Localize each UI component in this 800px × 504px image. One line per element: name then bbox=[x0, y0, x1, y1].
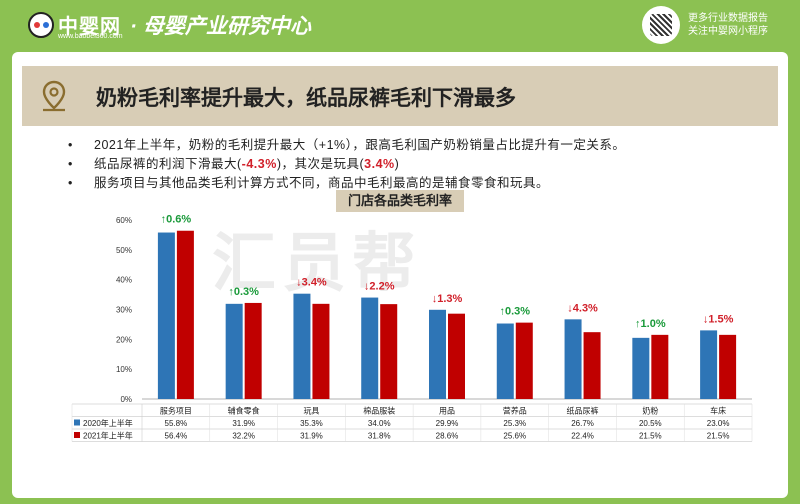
data-label: 29.9% bbox=[436, 419, 459, 428]
qr-code-icon bbox=[642, 6, 680, 44]
category-label: 用品 bbox=[439, 407, 455, 416]
bar-2020 bbox=[157, 232, 175, 399]
bar-2021 bbox=[719, 334, 737, 399]
y-tick-label: 40% bbox=[116, 276, 132, 285]
highlight-value: 3.4% bbox=[364, 157, 395, 171]
y-tick-label: 30% bbox=[116, 306, 132, 315]
legend-label: 2020年上半年 bbox=[83, 418, 133, 428]
bullet-list: 2021年上半年，奶粉的毛利提升最大（+1%），跟高毛利国产奶粉销量占比提升有一… bbox=[48, 136, 768, 193]
legend-swatch bbox=[74, 432, 80, 438]
category-label: 棉品服装 bbox=[363, 406, 395, 416]
data-label: 31.8% bbox=[368, 432, 391, 441]
logo-url: www.baobei360.com bbox=[58, 33, 123, 40]
change-label: ↑0.6% bbox=[161, 214, 192, 226]
title-band: 奶粉毛利率提升最大，纸品尿裤毛利下滑最多 bbox=[22, 66, 778, 126]
bar-2020 bbox=[429, 309, 446, 399]
bullet-text: ) bbox=[394, 157, 400, 171]
data-label: 20.5% bbox=[639, 419, 662, 428]
zhongying-logo[interactable]: 中婴网 www.baobei360.com bbox=[28, 8, 124, 42]
bar-2020 bbox=[564, 319, 582, 399]
category-label: 车床 bbox=[710, 406, 726, 416]
bullet-text: 纸品尿裤的利润下滑最大( bbox=[94, 157, 242, 171]
bar-2021 bbox=[244, 302, 262, 399]
bar-2020 bbox=[361, 297, 379, 399]
change-label: ↓1.3% bbox=[432, 293, 463, 305]
data-label: 56.4% bbox=[165, 432, 188, 441]
data-label: 31.9% bbox=[300, 432, 323, 441]
main-title: 奶粉毛利率提升最大，纸品尿裤毛利下滑最多 bbox=[96, 87, 516, 110]
watermark: 汇员帮 bbox=[212, 227, 422, 299]
legend-label: 2021年上半年 bbox=[83, 431, 133, 441]
category-label: 服务项目 bbox=[160, 406, 192, 416]
data-label: 34.0% bbox=[368, 419, 391, 428]
bullet-item: 服务项目与其他品类毛利计算方式不同，商品中毛利最高的是辅食零食和玩具。 bbox=[48, 174, 768, 193]
data-label: 28.6% bbox=[436, 432, 459, 441]
bullet-item: 2021年上半年，奶粉的毛利提升最大（+1%），跟高毛利国产奶粉销量占比提升有一… bbox=[48, 136, 768, 155]
y-tick-label: 0% bbox=[120, 395, 132, 404]
data-label: 21.5% bbox=[707, 432, 730, 441]
logo-text: 中婴网 bbox=[58, 16, 121, 38]
change-label: ↓2.2% bbox=[364, 281, 395, 293]
legend-swatch bbox=[74, 419, 80, 426]
location-pin-icon bbox=[42, 80, 66, 112]
footer-brand: 汇员帮 母婴大数据研究院 bbox=[28, 460, 151, 479]
y-tick-label: 10% bbox=[116, 365, 132, 374]
data-label: 25.3% bbox=[503, 419, 526, 428]
data-label: 35.3% bbox=[300, 419, 323, 428]
bar-chart: 0% 10% 20% 30% 40% 50% 60% ↑0.6% ↑0.3% ↓3.4% ↓2.2%… bbox=[71, 214, 753, 442]
data-label: 25.6% bbox=[503, 432, 526, 441]
promo-text: 更多行业数据报告 关注中婴网小程序 bbox=[688, 12, 768, 38]
footer-sub: 母婴大数据研究院 bbox=[71, 467, 152, 478]
change-label: ↓4.3% bbox=[567, 302, 598, 314]
bar-2020 bbox=[225, 303, 243, 399]
data-label: 55.8% bbox=[165, 419, 188, 428]
y-tick-label: 60% bbox=[116, 216, 132, 225]
bar-2021 bbox=[448, 313, 465, 399]
y-tick-label: 50% bbox=[116, 246, 132, 255]
data-label: 26.7% bbox=[571, 419, 594, 428]
change-label: ↑0.3% bbox=[228, 286, 259, 298]
data-label: 32.2% bbox=[232, 432, 255, 441]
baby-face-icon bbox=[28, 12, 54, 38]
chart-title: 门店各品类毛利率 bbox=[336, 190, 464, 212]
bullet-text: )，其次是玩具( bbox=[276, 157, 365, 171]
change-label: ↑0.3% bbox=[499, 306, 530, 318]
data-label: 31.9% bbox=[232, 419, 255, 428]
category-label: 纸品尿裤 bbox=[567, 406, 599, 416]
promo-line1: 更多行业数据报告 bbox=[688, 13, 768, 24]
header: 中婴网 www.baobei360.com · 母婴产业研究中心 更多行业数据报… bbox=[0, 0, 800, 48]
bar-2020 bbox=[293, 293, 311, 399]
bar-2021 bbox=[651, 334, 669, 399]
data-label: 21.5% bbox=[639, 432, 662, 441]
bar-2021 bbox=[380, 304, 398, 399]
bar-2020 bbox=[700, 330, 718, 399]
data-label: 22.4% bbox=[571, 432, 594, 441]
footer-brand-name: 汇员帮 bbox=[28, 463, 68, 478]
change-label: ↑1.0% bbox=[635, 318, 666, 330]
content-card: 奶粉毛利率提升最大，纸品尿裤毛利下滑最多 2021年上半年，奶粉的毛利提升最大（… bbox=[12, 52, 788, 498]
promo-line2: 关注中婴网小程序 bbox=[688, 26, 768, 37]
bar-2021 bbox=[176, 230, 194, 399]
change-label: ↓3.4% bbox=[296, 277, 327, 289]
bullet-text: 服务项目与其他品类毛利计算方式不同，商品中毛利最高的是辅食零食和玩具。 bbox=[94, 176, 550, 190]
bar-2021 bbox=[583, 332, 601, 399]
category-label: 玩具 bbox=[303, 407, 319, 416]
category-label: 营养品 bbox=[503, 406, 527, 416]
bar-2021 bbox=[515, 322, 533, 399]
category-label: 奶粉 bbox=[642, 406, 658, 416]
data-label: 23.0% bbox=[707, 419, 730, 428]
highlight-value: -4.3% bbox=[241, 157, 277, 171]
y-tick-label: 20% bbox=[116, 335, 132, 344]
bullet-text: 2021年上半年，奶粉的毛利提升最大（+1%），跟高毛利国产奶粉销量占比提升有一… bbox=[94, 138, 626, 152]
change-label: ↓1.5% bbox=[703, 313, 734, 325]
bar-2020 bbox=[632, 337, 650, 399]
bar-2021 bbox=[312, 303, 330, 399]
category-label: 辅食零食 bbox=[228, 406, 260, 416]
bullet-item: 纸品尿裤的利润下滑最大(-4.3%)，其次是玩具(3.4%) bbox=[48, 155, 768, 174]
header-title: · 母婴产业研究中心 bbox=[130, 15, 311, 38]
bar-2020 bbox=[496, 323, 514, 399]
